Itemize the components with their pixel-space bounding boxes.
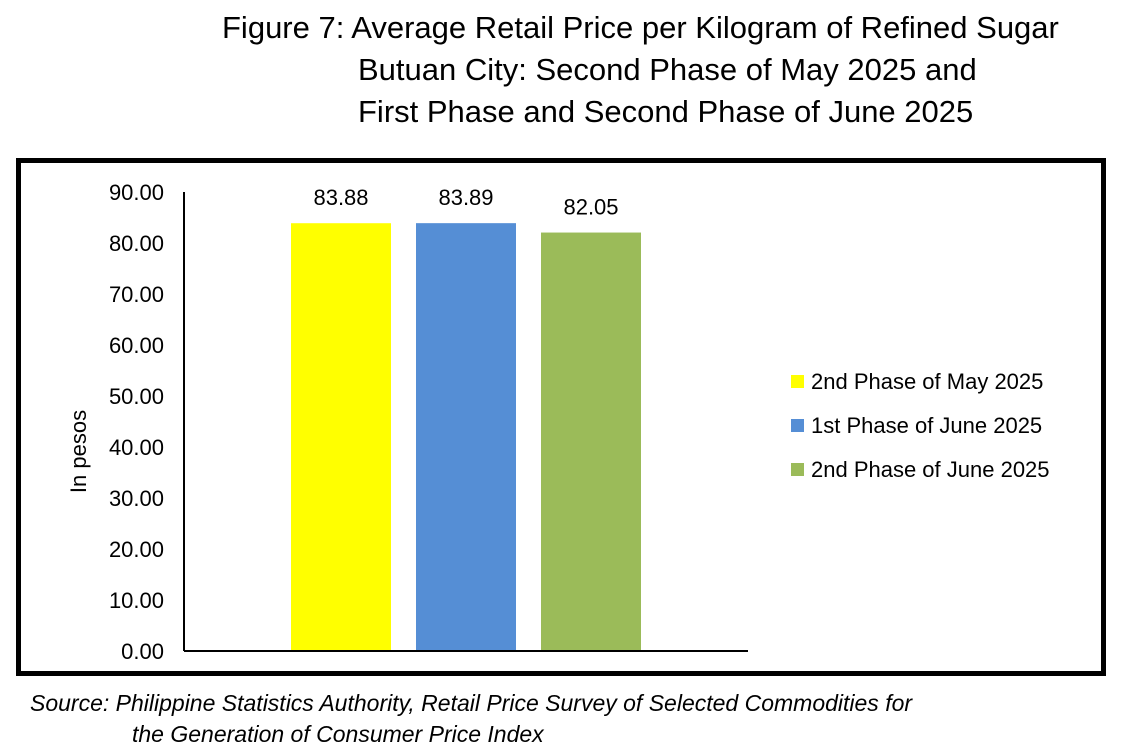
chart-frame: 0.00 10.00 20.00 30.00 40.00 50.00 60.00 70.00 8… bbox=[16, 158, 1106, 676]
bar-chart: 0.00 10.00 20.00 30.00 40.00 50.00 60.00 70.00 8… bbox=[66, 180, 1050, 664]
legend-label: 2nd Phase of June 2025 bbox=[811, 457, 1050, 482]
y-tick-label: 90.00 bbox=[109, 180, 164, 205]
bar bbox=[416, 223, 516, 651]
legend-swatch bbox=[791, 419, 804, 432]
data-label: 83.89 bbox=[438, 185, 493, 210]
y-tick-label: 20.00 bbox=[109, 537, 164, 562]
source-line-1: Source: Philippine Statistics Authority,… bbox=[30, 690, 913, 716]
source-note: Source: Philippine Statistics Authority,… bbox=[30, 688, 912, 750]
title-line-1: Figure 7: Average Retail Price per Kilog… bbox=[222, 10, 1059, 45]
legend-label: 1st Phase of June 2025 bbox=[811, 413, 1042, 438]
y-tick-label: 60.00 bbox=[109, 333, 164, 358]
y-tick-label: 50.00 bbox=[109, 384, 164, 409]
legend-label: 2nd Phase of May 2025 bbox=[811, 369, 1043, 394]
source-line-2: the Generation of Consumer Price Index bbox=[132, 721, 544, 747]
data-label: 83.88 bbox=[313, 185, 368, 210]
y-tick-label: 10.00 bbox=[109, 588, 164, 613]
title-line-3: First Phase and Second Phase of June 202… bbox=[358, 94, 974, 129]
y-tick-label: 0.00 bbox=[121, 639, 164, 664]
y-tick-label: 40.00 bbox=[109, 435, 164, 460]
y-axis-label: In pesos bbox=[66, 410, 91, 493]
legend-swatch bbox=[791, 375, 804, 388]
y-tick-label: 80.00 bbox=[109, 231, 164, 256]
title-line-2: Butuan City: Second Phase of May 2025 an… bbox=[358, 52, 977, 87]
legend-swatch bbox=[791, 463, 804, 476]
y-tick-label: 70.00 bbox=[109, 282, 164, 307]
bar bbox=[541, 232, 641, 652]
bar bbox=[291, 223, 391, 651]
y-tick-label: 30.00 bbox=[109, 486, 164, 511]
data-label: 82.05 bbox=[563, 195, 618, 220]
